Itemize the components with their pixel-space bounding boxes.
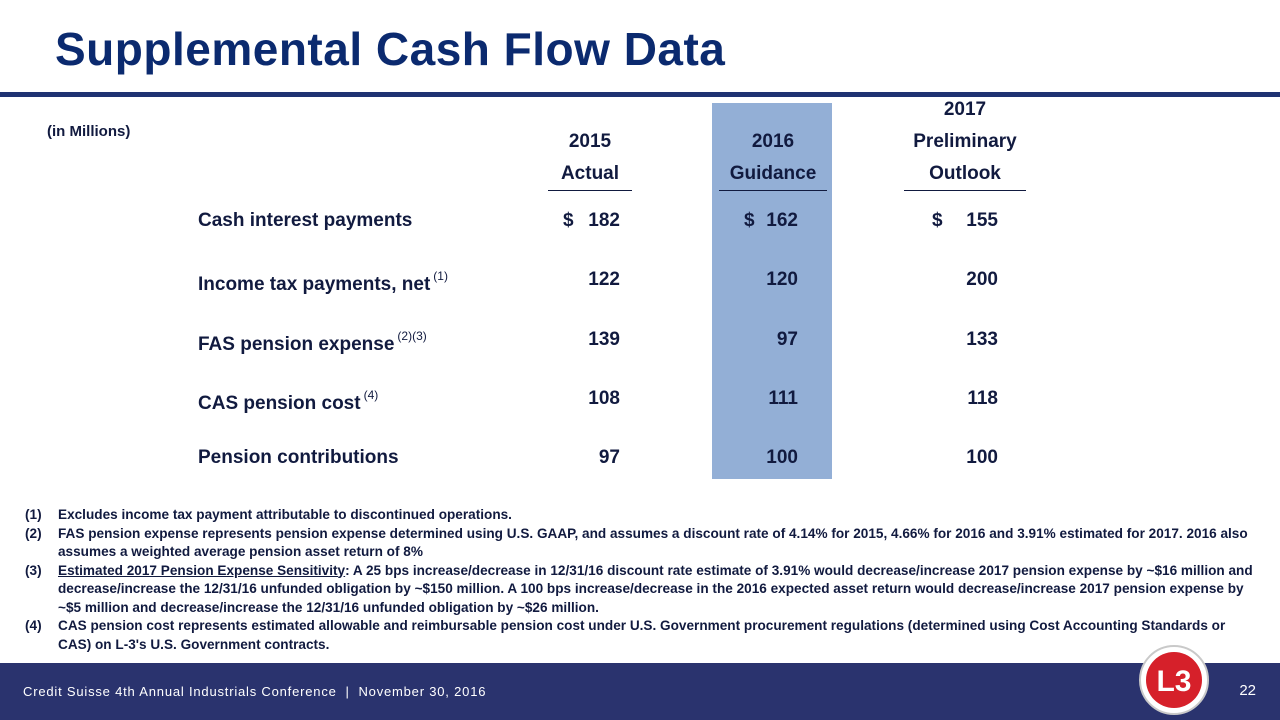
row-label-text: Income tax payments, net (198, 274, 431, 295)
value-cash-interest-2017: 155 (966, 210, 998, 231)
column-header-line3: Guidance (719, 158, 827, 191)
footnote-body: : A 25 bps increase/decrease in 12/31/16… (58, 562, 1253, 615)
value-pension-contributions-2016: 100 (766, 447, 798, 468)
column-header-line1: 2017 (943, 99, 987, 120)
row-label-fas-pension: FAS pension expense (2)(3) (198, 329, 427, 356)
currency-symbol-2015: $ (563, 210, 574, 231)
column-header-line2: 2015 (568, 131, 612, 152)
footer-bar (0, 663, 1280, 720)
footnotes: (1) Excludes income tax payment attribut… (25, 506, 1260, 654)
row-label-income-tax: Income tax payments, net (1) (198, 269, 448, 296)
value-cas-pension-2015: 108 (588, 388, 620, 409)
column-header-line2: Preliminary (913, 131, 1017, 152)
footnote-2: (2) FAS pension expense represents pensi… (25, 525, 1260, 562)
logo-text: L3 (1156, 665, 1191, 698)
value-income-tax-2016: 120 (766, 269, 798, 290)
footnote-text: Estimated 2017 Pension Expense Sensitivi… (58, 562, 1260, 618)
value-pension-contributions-2017: 100 (966, 447, 998, 468)
column-header-line1 (548, 94, 632, 126)
column-header-line3: Actual (548, 158, 632, 191)
value-fas-pension-2016: 97 (776, 329, 798, 350)
footer-text: Credit Suisse 4th Annual Industrials Con… (23, 684, 487, 699)
column-header-line3: Outlook (904, 158, 1026, 191)
footnote-body: Excludes income tax payment attributable… (58, 507, 512, 522)
footnote-4: (4) CAS pension cost represents estimate… (25, 617, 1260, 654)
footnote-number: (4) (25, 618, 42, 633)
value-income-tax-2015: 122 (588, 269, 620, 290)
value-cash-interest-2016: 162 (766, 210, 798, 231)
column-header-line1 (719, 94, 827, 126)
row-label-pension-contributions: Pension contributions (198, 447, 399, 469)
column-header-2016: 2016 Guidance (719, 94, 827, 191)
value-fas-pension-2015: 139 (588, 329, 620, 350)
footnote-text: CAS pension cost represents estimated al… (58, 617, 1260, 654)
row-label-text: Pension contributions (198, 447, 399, 468)
row-label-cash-interest: Cash interest payments (198, 210, 412, 232)
units-label: (in Millions) (47, 123, 131, 140)
row-label-cas-pension: CAS pension cost (4) (198, 388, 378, 415)
row-label-text: CAS pension cost (198, 393, 361, 414)
slide-title: Supplemental Cash Flow Data (55, 23, 726, 75)
column-header-2015: 2015 Actual (548, 94, 632, 191)
value-income-tax-2017: 200 (966, 269, 998, 290)
row-label-text: FAS pension expense (198, 334, 395, 355)
footnote-1: (1) Excludes income tax payment attribut… (25, 506, 1260, 525)
title-divider (0, 92, 1280, 97)
value-cas-pension-2017: 118 (967, 388, 998, 409)
currency-symbol-2016: $ (744, 210, 755, 231)
column-header-2017: 2017 Preliminary Outlook (904, 94, 1026, 191)
column-header-line2: 2016 (751, 131, 795, 152)
value-cas-pension-2016: 111 (768, 388, 798, 409)
footnote-number: (1) (25, 507, 42, 522)
footnote-body: CAS pension cost represents estimated al… (58, 618, 1226, 652)
l3-logo-icon: L3 (1139, 645, 1209, 715)
guidance-column-highlight (712, 103, 832, 479)
currency-symbol-2017: $ (932, 210, 943, 231)
footnote-body: FAS pension expense represents pension e… (58, 525, 1248, 560)
footnote-3: (3) Estimated 2017 Pension Expense Sensi… (25, 562, 1260, 618)
footnote-ref: (1) (433, 269, 448, 283)
row-label-text: Cash interest payments (198, 210, 413, 231)
page-number: 22 (1239, 682, 1256, 699)
footnote-ref: (4) (363, 388, 379, 402)
footnote-text: Excludes income tax payment attributable… (58, 506, 1260, 525)
footnote-ref: (2)(3) (397, 329, 427, 343)
value-cash-interest-2015: 182 (588, 210, 620, 231)
footnote-text: FAS pension expense represents pension e… (58, 525, 1260, 562)
value-pension-contributions-2015: 97 (598, 447, 620, 468)
footnote-number: (2) (25, 525, 42, 541)
value-fas-pension-2017: 133 (966, 329, 998, 350)
footnote-lead: Estimated 2017 Pension Expense Sensitivi… (58, 562, 346, 578)
footnote-number: (3) (25, 562, 42, 578)
